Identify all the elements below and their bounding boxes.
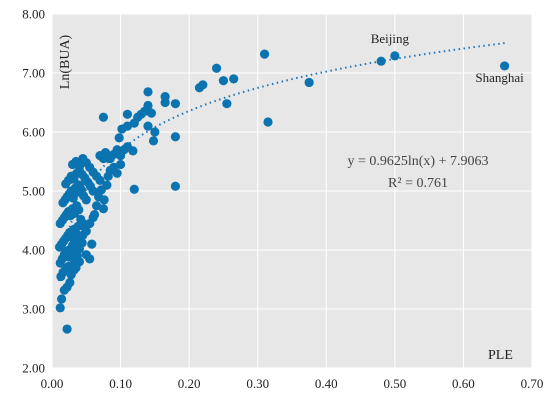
data-point (129, 184, 139, 194)
data-point (115, 159, 126, 170)
x-axis-label: PLE (488, 348, 513, 363)
data-point (74, 161, 85, 171)
r-squared-label: R² = 0.761 (388, 176, 448, 191)
data-point (143, 100, 153, 111)
data-point (74, 244, 85, 254)
data-point (170, 99, 181, 109)
x-tick-label: 0.10 (109, 376, 132, 391)
x-tick-label: 0.50 (383, 376, 406, 391)
data-point (143, 87, 153, 97)
point-annotations: Beijing Shanghai (371, 31, 524, 85)
trendline (57, 42, 505, 282)
data-point (99, 195, 109, 205)
data-point (499, 61, 510, 71)
gridlines (51, 13, 533, 369)
x-tick-label: 0.60 (452, 376, 475, 391)
data-point (198, 80, 208, 90)
x-tick-label: 0.20 (178, 376, 201, 391)
data-point (114, 133, 124, 143)
data-point (98, 112, 109, 122)
data-point (87, 239, 97, 249)
annotation-label: Beijing (371, 31, 410, 46)
data-point (91, 201, 102, 211)
data-point (98, 204, 109, 214)
data-point (122, 109, 133, 119)
data-point (74, 257, 85, 267)
data-point (89, 210, 100, 220)
data-point (128, 146, 138, 156)
data-point (95, 175, 105, 185)
y-tick-label: 6.00 (22, 125, 45, 140)
y-tick-label: 2.00 (22, 361, 45, 376)
data-point (102, 180, 112, 190)
data-point (150, 127, 160, 137)
data-point (65, 277, 75, 288)
data-points (54, 49, 510, 334)
data-point (81, 195, 91, 205)
y-axis-ticks: 2.00 3.00 4.00 5.00 6.00 7.00 8.00 (22, 7, 45, 376)
data-point (55, 303, 65, 313)
data-point (160, 97, 170, 108)
x-tick-label: 0.40 (315, 376, 338, 391)
data-point (148, 136, 159, 146)
data-point (62, 324, 72, 334)
data-point (88, 186, 98, 196)
y-axis-label: Ln(BUA) (58, 34, 73, 89)
data-point (143, 121, 153, 131)
data-point (74, 205, 84, 215)
data-point (229, 74, 239, 84)
y-tick-label: 4.00 (22, 243, 45, 258)
x-tick-label: 0.70 (521, 376, 544, 391)
data-point (71, 236, 81, 246)
data-point (170, 181, 181, 191)
data-point (85, 254, 95, 264)
x-tick-label: 0.00 (41, 376, 64, 391)
data-point (304, 77, 314, 88)
trendline-equation: y = 0.9625ln(x) + 7.9063 (347, 154, 488, 169)
x-tick-label: 0.30 (246, 376, 269, 391)
data-point (263, 117, 273, 127)
data-point (81, 226, 91, 236)
data-point (390, 51, 400, 61)
y-tick-label: 8.00 (22, 7, 45, 22)
x-axis-ticks: 0.00 0.10 0.20 0.30 0.40 0.50 0.60 0.70 (41, 376, 544, 391)
data-point (259, 49, 270, 59)
data-point (211, 63, 222, 73)
data-point (122, 121, 133, 131)
data-point (222, 99, 232, 109)
y-tick-label: 7.00 (22, 66, 45, 81)
data-point (57, 294, 67, 304)
annotation-label: Shanghai (475, 70, 524, 85)
y-tick-label: 3.00 (22, 302, 45, 317)
data-point (170, 132, 181, 142)
data-point (112, 168, 122, 178)
data-point (218, 76, 229, 86)
y-tick-label: 5.00 (22, 184, 45, 199)
data-point (376, 56, 386, 66)
